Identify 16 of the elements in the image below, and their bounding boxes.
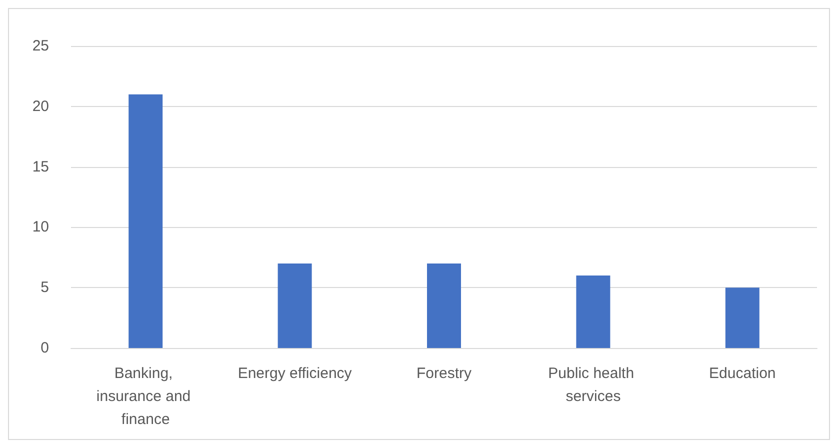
bar: [576, 276, 610, 348]
x-tick-label: Energy efficiency: [238, 365, 352, 382]
x-tick-label: Education: [709, 365, 776, 382]
x-tick-label: Public health services: [548, 365, 638, 405]
bar: [725, 288, 760, 348]
bar: [278, 263, 312, 348]
x-tick-label: Banking, insurance and finance: [96, 365, 195, 428]
bar: [427, 263, 461, 348]
y-tick-label: 20: [32, 98, 49, 115]
y-tick-label: 25: [32, 38, 49, 54]
bar: [128, 94, 163, 348]
y-tick-label: 5: [40, 279, 49, 296]
y-tick-label: 0: [40, 340, 49, 356]
y-tick-label: 10: [32, 218, 49, 236]
y-tick-label: 15: [32, 158, 49, 176]
x-tick-label: Forestry: [416, 365, 472, 382]
